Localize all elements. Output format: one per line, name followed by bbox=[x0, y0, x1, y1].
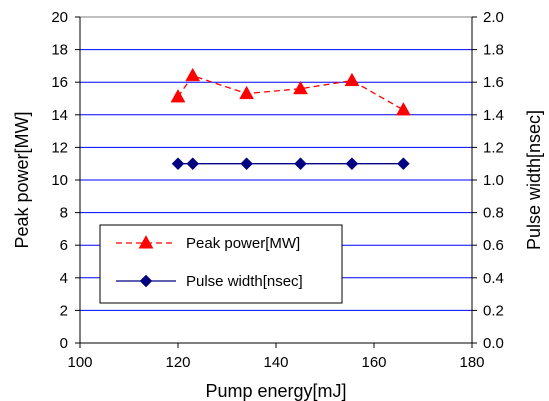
data-point-diamond bbox=[186, 157, 200, 171]
y-left-tick-label: 8 bbox=[60, 205, 68, 222]
legend: Peak power[MW] Pulse width[nsec] bbox=[99, 224, 343, 304]
x-tick-label: 180 bbox=[459, 354, 484, 371]
data-point-triangle bbox=[293, 80, 308, 95]
y-left-tick-label: 14 bbox=[51, 107, 68, 124]
y-right-tick-label: 1.2 bbox=[483, 139, 504, 156]
legend-item-1: Peak power[MW] bbox=[116, 235, 300, 252]
x-tick-label: 160 bbox=[361, 354, 386, 371]
y-left-tick-label: 12 bbox=[51, 139, 68, 156]
x-axis-title: Pump energy[mJ] bbox=[205, 381, 346, 401]
y-left-tick-label: 0 bbox=[60, 335, 68, 352]
legend-item-2: Pulse width[nsec] bbox=[116, 273, 303, 290]
y-left-tick-label: 2 bbox=[60, 302, 68, 319]
tick-labels: 0 2 4 6 8 10 12 14 16 18 20 0.0 0.2 0.4 0.6 0.8 1.0 1.2 1.… bbox=[51, 9, 504, 371]
x-tick-label: 120 bbox=[165, 354, 190, 371]
data-point-triangle bbox=[239, 85, 255, 100]
data-point-diamond bbox=[345, 157, 359, 171]
data-point-triangle bbox=[185, 67, 201, 82]
data-point-triangle bbox=[344, 72, 360, 87]
y-right-tick-label: 1.0 bbox=[483, 172, 504, 189]
series-1 bbox=[170, 67, 411, 116]
series-2 bbox=[171, 157, 410, 171]
legend-label: Pulse width[nsec] bbox=[186, 273, 303, 290]
y-right-tick-label: 1.4 bbox=[483, 107, 504, 124]
y-right-tick-label: 2.0 bbox=[483, 9, 504, 26]
y-right-tick-label: 0.6 bbox=[483, 237, 504, 254]
y-right-tick-label: 0.0 bbox=[483, 335, 504, 352]
legend-label: Peak power[MW] bbox=[186, 235, 300, 252]
x-tick-label: 140 bbox=[263, 354, 288, 371]
y-left-tick-label: 6 bbox=[60, 237, 68, 254]
data-point-diamond bbox=[294, 157, 307, 171]
y-right-tick-label: 0.8 bbox=[483, 205, 504, 222]
y-axis-left-title: Peak power[MW] bbox=[12, 111, 32, 248]
series-line bbox=[177, 74, 404, 111]
y-left-tick-label: 10 bbox=[51, 172, 68, 189]
y-left-tick-label: 16 bbox=[51, 74, 68, 91]
y-right-tick-label: 0.2 bbox=[483, 302, 504, 319]
legend-marker-triangle bbox=[138, 235, 154, 249]
legend-marker-diamond bbox=[139, 274, 153, 288]
y-left-tick-label: 4 bbox=[60, 270, 68, 287]
data-point-triangle bbox=[395, 102, 411, 116]
data-point-diamond bbox=[397, 157, 410, 171]
x-tick-label: 100 bbox=[67, 354, 92, 371]
axes bbox=[75, 16, 477, 348]
series bbox=[170, 67, 411, 171]
y-right-tick-label: 0.4 bbox=[483, 270, 504, 287]
y-right-tick-label: 1.6 bbox=[483, 74, 504, 91]
y-left-tick-label: 18 bbox=[51, 42, 68, 59]
y-axis-right-title: Pulse width[nsec] bbox=[524, 110, 544, 250]
data-point-diamond bbox=[171, 157, 185, 171]
data-point-triangle bbox=[170, 89, 186, 103]
data-point-diamond bbox=[240, 157, 253, 171]
legend-box bbox=[99, 224, 343, 304]
y-right-tick-label: 1.8 bbox=[483, 42, 504, 59]
y-left-tick-label: 20 bbox=[51, 9, 68, 26]
